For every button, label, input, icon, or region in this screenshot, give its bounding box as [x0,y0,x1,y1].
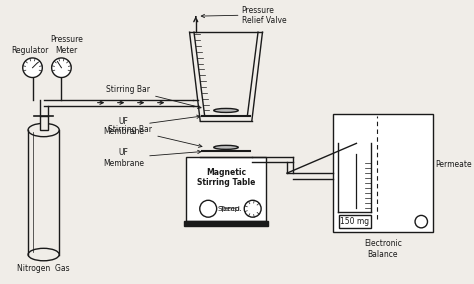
Ellipse shape [214,108,238,112]
Circle shape [415,215,428,228]
Text: Magnetic
Stirring Table: Magnetic Stirring Table [197,168,255,187]
Bar [333,114,433,232]
Text: Speed: Speed [218,206,240,212]
Circle shape [52,58,71,78]
Ellipse shape [28,248,59,261]
Text: Stirring Bar: Stirring Bar [106,85,201,108]
Text: Stirring Bar: Stirring Bar [109,125,202,147]
Circle shape [244,200,261,217]
Text: UF
Membrane: UF Membrane [103,115,200,136]
Bar [186,157,266,221]
Text: Pressure
Relief Valve: Pressure Relief Valve [242,6,286,25]
Circle shape [23,58,42,78]
Text: Temp.: Temp. [220,206,241,212]
Text: Regulator: Regulator [11,46,49,55]
Circle shape [200,200,217,217]
Text: 150 mg: 150 mg [340,217,370,226]
Ellipse shape [28,123,59,137]
Bar [339,215,371,228]
Text: Nitrogen  Gas: Nitrogen Gas [18,264,70,273]
Bar [40,116,48,130]
Bar [184,221,268,225]
Ellipse shape [214,145,238,149]
Text: Pressure
Meter: Pressure Meter [50,36,83,55]
Text: UF
Membrane: UF Membrane [103,148,201,168]
Text: Electronic
Balance: Electronic Balance [364,239,402,259]
Text: Permeate: Permeate [436,160,472,169]
